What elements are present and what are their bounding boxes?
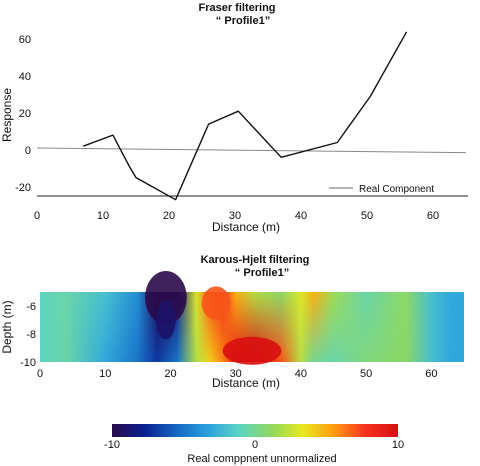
kh-x-tick-label: 50 <box>360 368 372 380</box>
heatmap-anomaly-core <box>145 271 187 325</box>
fraser-x-tick-label: 20 <box>163 210 175 222</box>
fraser-y-axis-label: Response <box>0 88 14 142</box>
fraser-x-tick-label: 50 <box>361 210 373 222</box>
fraser-x-axis-label: Distance (m) <box>212 220 280 234</box>
kh-subtitle: “ Profile1” <box>235 267 289 279</box>
fraser-subtitle: “ Profile1” <box>216 15 270 27</box>
kh-y-ticks: -6 -8 -10 <box>20 301 36 369</box>
colorbar-tick-label: 0 <box>252 439 258 451</box>
fraser-y-ticks: 60 40 20 0 -20 <box>15 34 31 194</box>
kh-y-tick-label: -8 <box>26 329 36 341</box>
karous-hjelt-chart: Karous-Hjelt filtering “ Profile1” -6-8-… <box>0 254 464 390</box>
fraser-x-tick-label: 40 <box>295 210 307 222</box>
colorbar-ticks: -10 0 10 <box>104 439 404 451</box>
colorbar-tick-label: -10 <box>104 439 120 451</box>
fraser-x-ticks: 0 10 20 30 40 50 60 <box>34 210 439 222</box>
fraser-y-tick-label: 60 <box>19 34 31 46</box>
fraser-x-tick-label: 10 <box>97 210 109 222</box>
kh-y-axis-label: Depth (m) <box>0 300 14 353</box>
fraser-baseline <box>36 147 467 154</box>
kh-x-tick-label: 20 <box>164 368 176 380</box>
kh-y-tick-label: -10 <box>20 357 36 369</box>
kh-title: Karous-Hjelt filtering <box>201 254 310 266</box>
fraser-legend: Real Component <box>329 184 434 195</box>
fraser-y-tick-label: 20 <box>19 108 31 120</box>
legend-label: Real Component <box>359 184 434 195</box>
heatmap-anomalies <box>145 271 282 365</box>
kh-x-tick-label: 30 <box>230 368 242 380</box>
fraser-title: Fraser filtering <box>198 2 275 14</box>
heatmap-anomaly-core <box>201 286 231 321</box>
colorbar-strip <box>112 424 398 437</box>
kh-y-tick-label: -6 <box>26 301 36 313</box>
kh-x-tick-label: 0 <box>37 368 43 380</box>
fraser-x-tick-label: 60 <box>427 210 439 222</box>
kh-x-axis-label: Distance (m) <box>212 376 280 390</box>
kh-x-tick-label: 10 <box>99 368 111 380</box>
heatmap <box>40 271 464 365</box>
fraser-y-tick-label: 0 <box>25 145 31 157</box>
colorbar-label: Real comppnent unnormalized <box>187 453 336 465</box>
heatmap-anomaly-core <box>156 300 176 340</box>
fraser-chart: Fraser filtering “ Profile1” 6040200-20 … <box>0 2 468 234</box>
fraser-y-tick-label: -20 <box>15 182 31 194</box>
kh-x-ticks: 0 10 20 30 40 50 60 <box>37 368 438 380</box>
colorbar-tick-label: 10 <box>392 439 404 451</box>
fraser-real-component-line <box>82 31 408 201</box>
colorbar: -10 0 10 Real comppnent unnormalized <box>104 424 404 465</box>
fraser-x-tick-label: 0 <box>34 210 40 222</box>
heatmap-anomaly-core <box>222 336 282 365</box>
kh-x-tick-label: 40 <box>295 368 307 380</box>
fraser-y-tick-label: 40 <box>19 71 31 83</box>
kh-x-tick-label: 60 <box>425 368 437 380</box>
fraser-x-tick-label: 30 <box>229 210 241 222</box>
